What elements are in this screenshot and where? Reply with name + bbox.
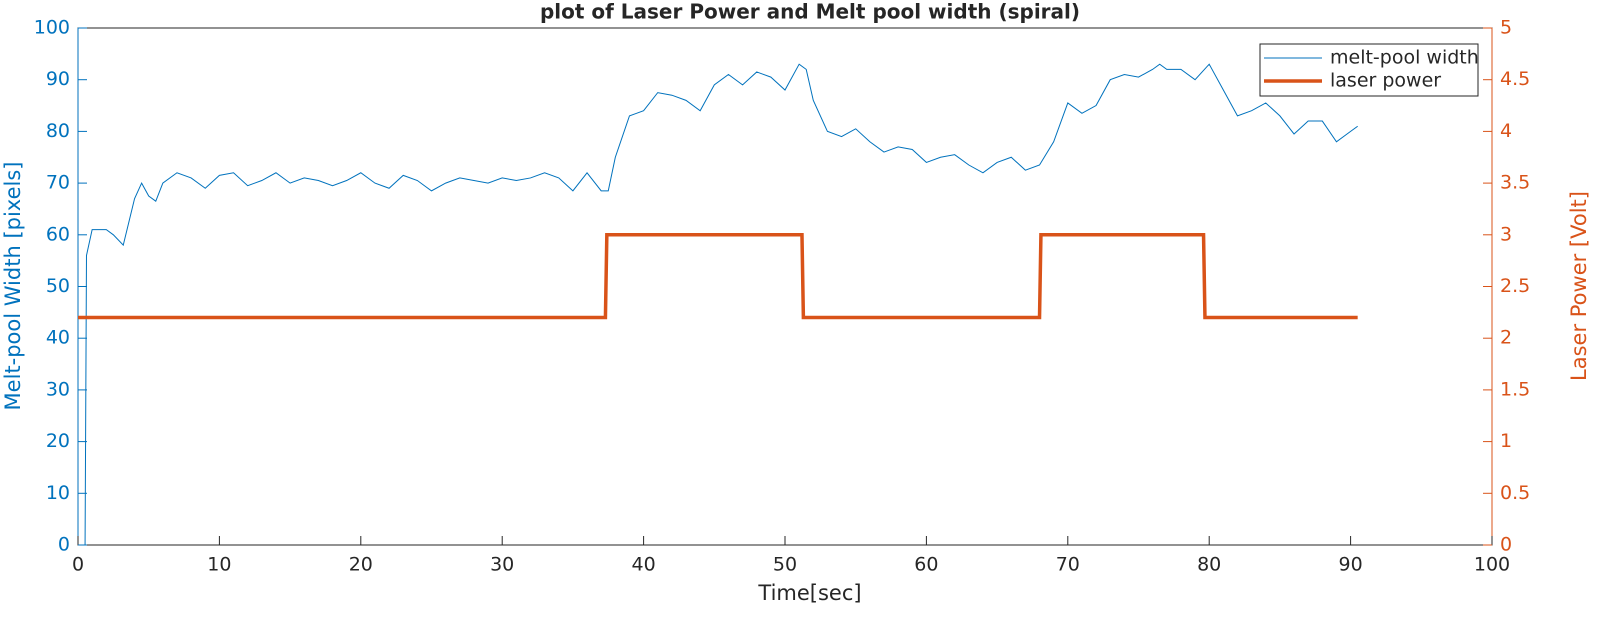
plot-area bbox=[77, 27, 1493, 546]
y2-tick-label: 0.5 bbox=[1500, 482, 1530, 504]
y2-tick-label: 1.5 bbox=[1500, 378, 1530, 400]
y-tick-label: 70 bbox=[46, 172, 70, 194]
x-axis-label: Time[sec] bbox=[757, 581, 861, 605]
y-tick-label: 20 bbox=[46, 430, 70, 452]
y2-tick-label: 2 bbox=[1500, 327, 1512, 349]
x-tick-label: 30 bbox=[490, 554, 514, 576]
y2-tick-label: 4.5 bbox=[1500, 68, 1530, 90]
x-tick-label: 60 bbox=[914, 554, 938, 576]
x-tick-label: 40 bbox=[632, 554, 656, 576]
y-axis-label: Melt-pool Width [pixels] bbox=[1, 162, 25, 411]
legend-label: laser power bbox=[1330, 70, 1441, 92]
y-tick-label: 80 bbox=[46, 120, 70, 142]
x-tick-label: 20 bbox=[349, 554, 373, 576]
x-tick-label: 50 bbox=[773, 554, 797, 576]
y-tick-label: 50 bbox=[46, 275, 70, 297]
chart-title: plot of Laser Power and Melt pool width … bbox=[540, 0, 1080, 24]
y2-tick-label: 0 bbox=[1500, 534, 1512, 556]
x-tick-label: 0 bbox=[72, 554, 84, 576]
y2-tick-label: 3.5 bbox=[1500, 172, 1530, 194]
y2-tick-label: 2.5 bbox=[1500, 275, 1530, 297]
x-tick-label: 70 bbox=[1056, 554, 1080, 576]
y2-tick-label: 4 bbox=[1500, 120, 1512, 142]
y-tick-label: 40 bbox=[46, 327, 70, 349]
y-tick-label: 0 bbox=[58, 534, 70, 556]
series-line bbox=[84, 63, 1358, 546]
y-tick-label: 90 bbox=[46, 68, 70, 90]
y-tick-label: 60 bbox=[46, 223, 70, 245]
legend-label: melt-pool width bbox=[1330, 47, 1479, 69]
y2-axis-label: Laser Power [Volt] bbox=[1567, 191, 1591, 381]
y-tick-label: 10 bbox=[46, 482, 70, 504]
y2-tick-label: 3 bbox=[1500, 223, 1512, 245]
series-line bbox=[78, 233, 1358, 320]
y-tick-label: 100 bbox=[34, 17, 70, 39]
x-tick-label: 80 bbox=[1197, 554, 1221, 576]
y-tick-label: 30 bbox=[46, 378, 70, 400]
legend-box bbox=[1259, 43, 1479, 97]
y2-tick-label: 1 bbox=[1500, 430, 1512, 452]
x-tick-label: 90 bbox=[1339, 554, 1363, 576]
y2-tick-label: 5 bbox=[1500, 17, 1512, 39]
x-tick-label: 10 bbox=[207, 554, 231, 576]
x-tick-label: 100 bbox=[1474, 554, 1510, 576]
